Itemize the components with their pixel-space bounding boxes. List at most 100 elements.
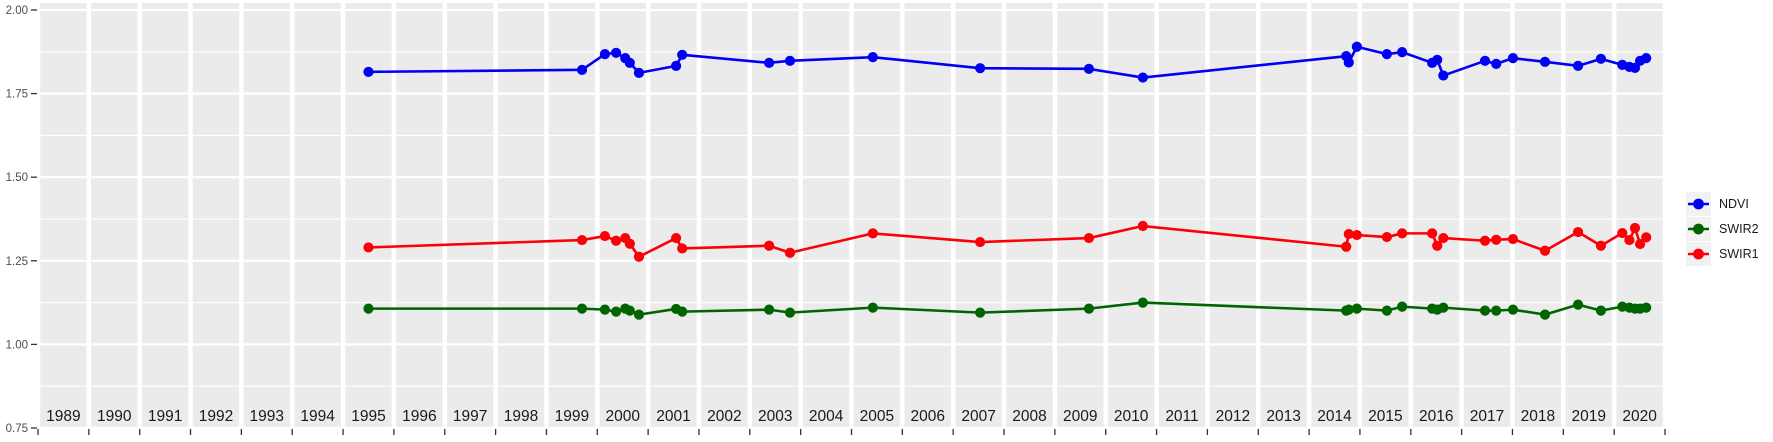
- data-point-swir1: [624, 238, 635, 249]
- series-line-ndvi: [367, 45, 1648, 79]
- data-point-ndvi: [975, 63, 986, 74]
- data-point-ndvi: [1595, 53, 1607, 64]
- data-point-swir2: [1479, 305, 1491, 316]
- x-tick-label: 1990: [97, 408, 132, 425]
- data-point-swir1: [1595, 240, 1607, 251]
- data-point-swir2: [784, 307, 796, 318]
- x-tick-label: 1989: [46, 408, 80, 425]
- y-axis-ticks: [31, 9, 37, 429]
- data-point-swir1: [363, 242, 374, 253]
- data-point-swir1: [1634, 238, 1646, 250]
- x-tick-label: 2017: [1470, 408, 1504, 425]
- data-point-swir1: [1341, 241, 1352, 252]
- data-point-swir1: [1381, 231, 1392, 243]
- data-point-swir2: [1083, 303, 1095, 314]
- data-point-ndvi: [677, 49, 688, 60]
- series-swir1: [363, 220, 1652, 262]
- data-point-ndvi: [624, 57, 635, 68]
- x-tick-label: 1994: [300, 408, 335, 425]
- data-point-swir1: [1641, 232, 1652, 243]
- data-point-ndvi: [1083, 63, 1095, 74]
- data-point-swir2: [1572, 299, 1584, 310]
- x-tick-label: 2002: [707, 408, 741, 425]
- data-point-ndvi: [867, 52, 878, 63]
- data-point-swir1: [1427, 228, 1438, 239]
- data-point-swir2: [1351, 303, 1362, 314]
- data-point-ndvi: [1629, 62, 1641, 73]
- x-tick-label: 2015: [1368, 408, 1402, 425]
- data-point-ndvi: [1137, 72, 1148, 83]
- y-tick-label: 1.25: [6, 256, 28, 268]
- data-point-swir2: [764, 304, 775, 315]
- data-point-swir2: [975, 307, 986, 318]
- data-point-swir2: [624, 305, 635, 316]
- data-point-ndvi: [1572, 60, 1584, 71]
- x-tick-label: 2009: [1063, 408, 1097, 425]
- x-tick-label: 1991: [148, 408, 182, 425]
- data-point-swir2: [1397, 301, 1408, 312]
- x-tick-label: 2005: [860, 408, 894, 425]
- data-point-swir2: [1343, 304, 1354, 315]
- data-point-ndvi: [1641, 53, 1652, 64]
- data-point-swir2: [1438, 302, 1449, 313]
- data-point-swir1: [1617, 227, 1628, 239]
- x-tick-label: 1999: [555, 408, 589, 425]
- data-point-swir1: [1351, 229, 1362, 241]
- data-point-ndvi: [599, 49, 611, 60]
- x-tick-label: 2011: [1165, 408, 1198, 425]
- data-point-swir1: [867, 228, 878, 239]
- x-tick-label: 1997: [453, 408, 487, 425]
- data-point-ndvi: [1432, 54, 1443, 65]
- data-point-swir1: [599, 230, 611, 242]
- data-point-swir1: [784, 247, 796, 258]
- data-point-swir2: [1381, 305, 1392, 316]
- gridlines-year-boundaries: [35, 3, 1668, 428]
- series-swir2: [363, 297, 1652, 320]
- x-tick-label: 2019: [1571, 408, 1605, 425]
- data-point-swir2: [1491, 305, 1502, 316]
- data-point-swir1: [633, 251, 645, 262]
- data-point-swir1: [1083, 232, 1095, 244]
- x-tick-label: 1993: [250, 408, 284, 425]
- data-point-ndvi: [1507, 53, 1519, 64]
- data-point-ndvi: [784, 55, 796, 66]
- data-point-ndvi: [1479, 55, 1491, 66]
- legend-label: NDVI: [1719, 197, 1749, 211]
- data-point-ndvi: [363, 66, 374, 77]
- data-point-swir1: [1491, 234, 1502, 245]
- x-axis-year-labels: 1989 1990 1991 1992 1993 1994 1995 1996 1997 1998…: [46, 408, 1657, 425]
- data-point-swir1: [576, 234, 588, 246]
- data-point-swir1: [1539, 245, 1551, 256]
- data-point-ndvi: [576, 64, 588, 75]
- y-tick-label: 0.75: [6, 423, 28, 435]
- data-point-ndvi: [1397, 47, 1408, 58]
- data-point-swir1: [1343, 228, 1354, 240]
- data-point-swir1: [1137, 220, 1148, 232]
- data-point-swir2: [363, 303, 374, 314]
- data-point-swir1: [1624, 234, 1635, 246]
- data-point-ndvi: [764, 57, 775, 68]
- data-point-swir1: [764, 240, 775, 251]
- x-tick-label: 2013: [1266, 408, 1300, 425]
- data-point-swir2: [1507, 304, 1519, 315]
- y-tick-label: 2.00: [6, 5, 28, 17]
- x-tick-label: 2008: [1012, 408, 1046, 425]
- data-point-ndvi: [633, 67, 645, 78]
- legend-item-swir1: SWIR1: [1686, 242, 1759, 266]
- data-point-ndvi: [670, 60, 682, 71]
- y-tick-label: 1.00: [6, 339, 28, 351]
- x-tick-label: 1998: [504, 408, 538, 425]
- x-tick-label: 1995: [351, 408, 385, 425]
- legend-key-ndvi-icon: [1686, 192, 1711, 216]
- data-point-swir1: [677, 243, 688, 254]
- data-point-ndvi: [1438, 70, 1449, 81]
- x-tick-label: 2007: [961, 408, 995, 425]
- data-point-swir2: [610, 306, 622, 317]
- data-point-swir1: [1629, 222, 1641, 234]
- x-tick-label: 2016: [1419, 408, 1453, 425]
- data-point-swir1: [1572, 226, 1584, 238]
- data-point-ndvi: [1351, 41, 1362, 52]
- data-point-swir1: [1479, 235, 1491, 246]
- y-tick-label: 1.75: [6, 89, 28, 101]
